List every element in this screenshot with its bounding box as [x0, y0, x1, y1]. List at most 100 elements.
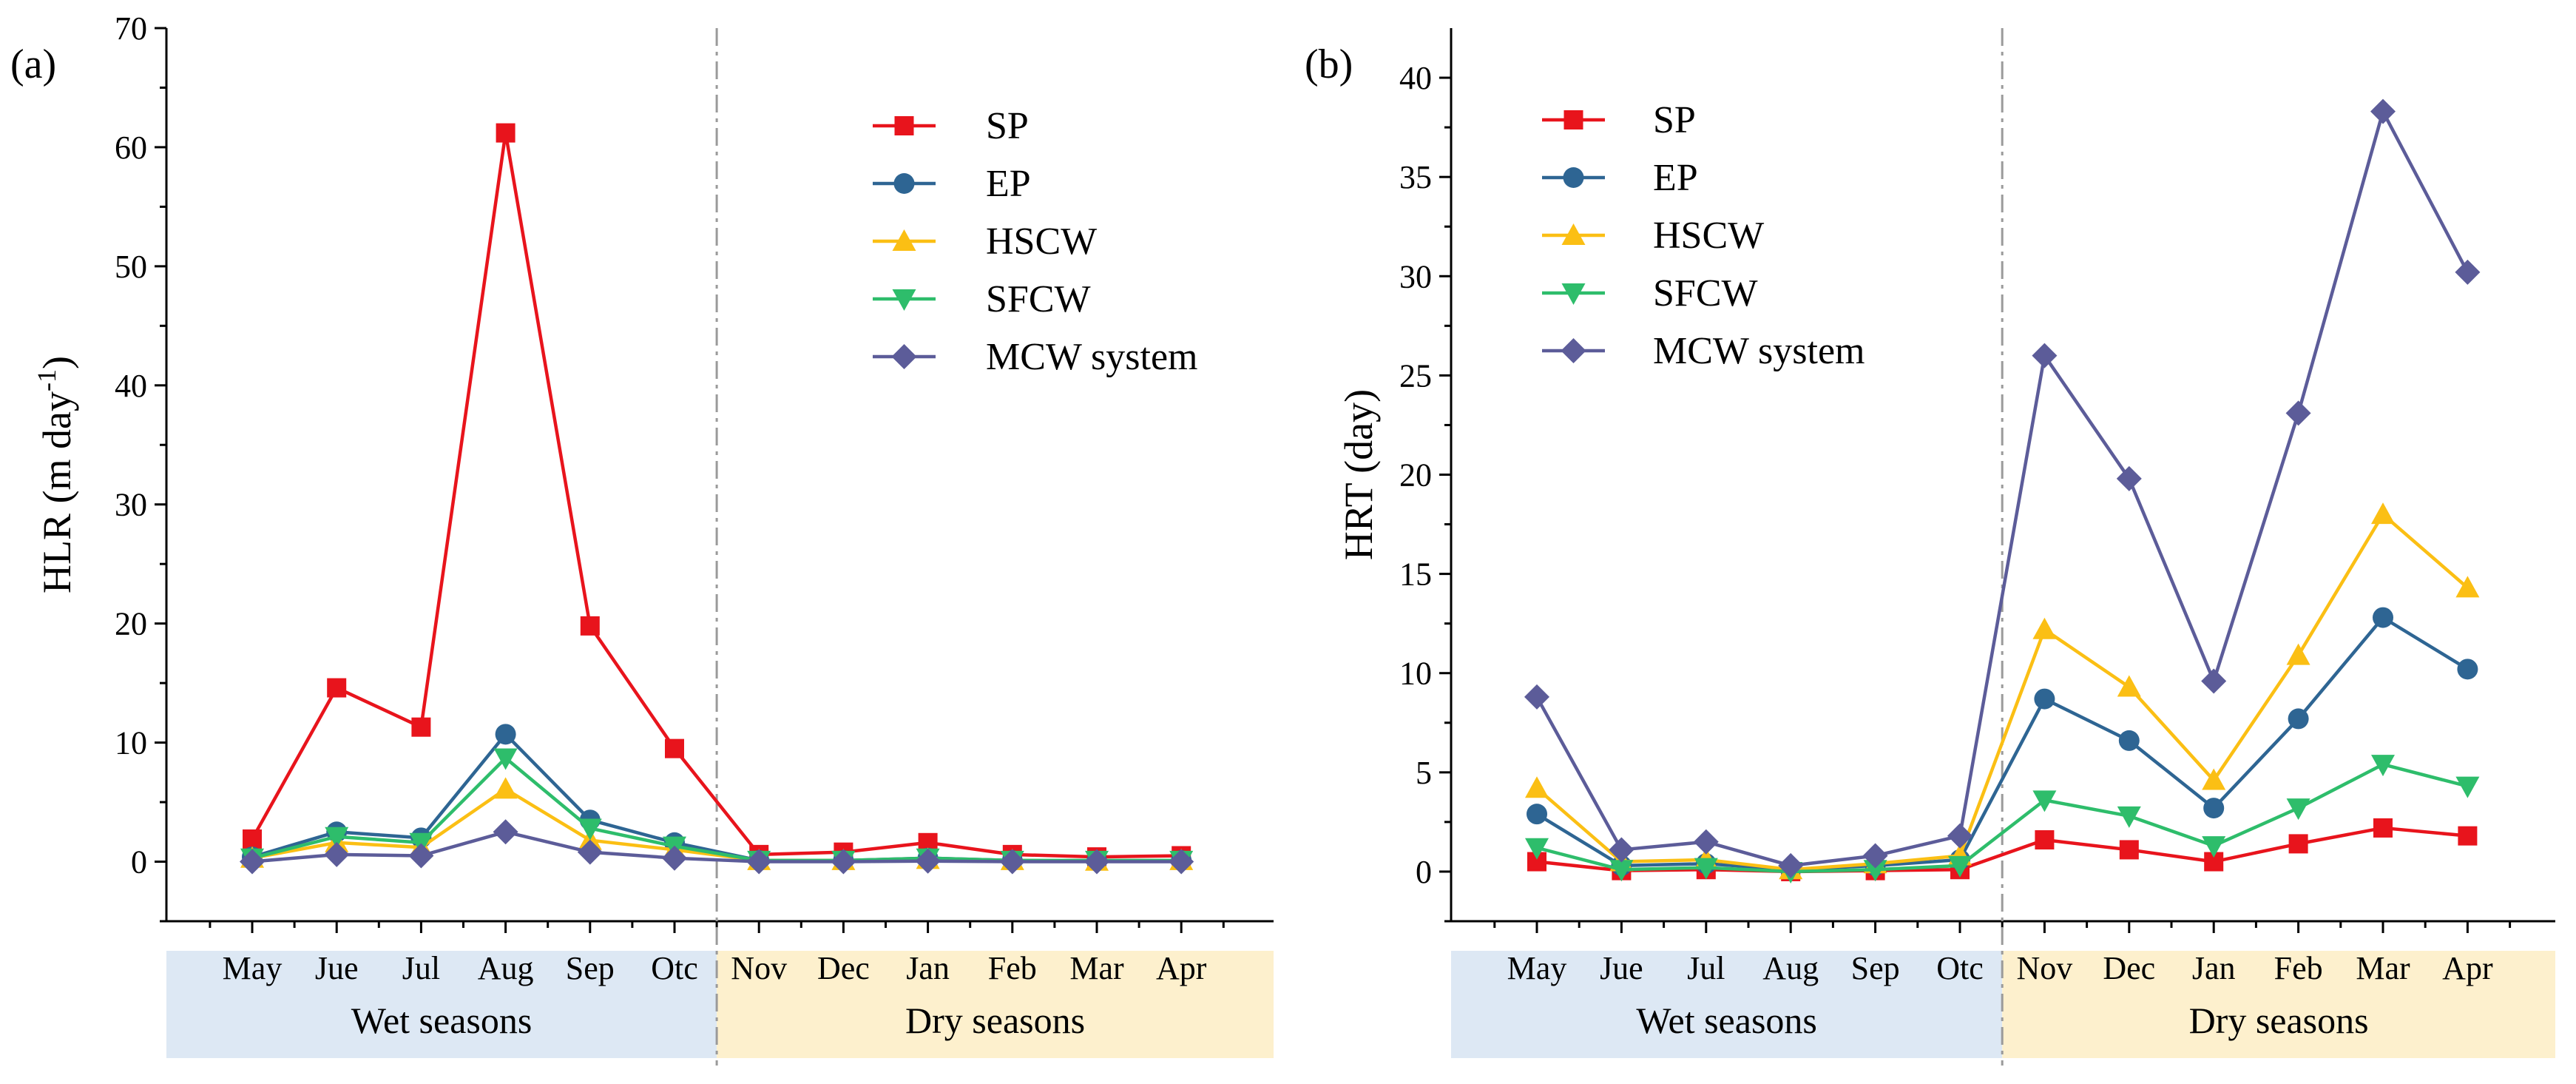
x-tick-label-sep: Sep	[1851, 950, 1900, 986]
season-label: Dry seasons	[2189, 1000, 2369, 1041]
data-point	[2373, 818, 2393, 838]
data-point	[2371, 502, 2395, 525]
data-point	[2455, 776, 2480, 798]
x-tick-label-feb: Feb	[2274, 950, 2323, 986]
x-tick-label-dec: Dec	[2103, 950, 2155, 986]
data-point	[2285, 400, 2311, 426]
legend-marker	[892, 229, 916, 251]
legend-item-ep: EP	[1542, 157, 1698, 199]
x-tick-label-otc: Otc	[651, 950, 698, 986]
data-point	[2201, 668, 2227, 694]
data-point	[2035, 830, 2055, 850]
legend-marker	[1563, 167, 1584, 188]
data-point	[2119, 840, 2139, 860]
x-tick-label-otc: Otc	[1936, 950, 1984, 986]
data-point	[2032, 343, 2058, 368]
legend-item-sp: SP	[873, 105, 1029, 147]
data-point	[2457, 659, 2478, 680]
y-axis-title-main: HRT (day)	[1336, 389, 1381, 560]
legend-item-mcw-system: MCW system	[1542, 330, 1865, 372]
y-axis-title-main: HLR (m day	[35, 391, 79, 593]
season-band-dry	[2002, 951, 2555, 1058]
y-tick-label: 0	[1416, 854, 1432, 890]
x-tick-label-apr: Apr	[1156, 950, 1207, 986]
data-point	[1948, 855, 1972, 878]
y-tick-label: 5	[1416, 755, 1432, 791]
data-point	[2202, 836, 2226, 858]
legend-item-sfcw: SFCW	[873, 278, 1091, 320]
series-mcw-system	[240, 819, 1194, 875]
x-tick-label-nov: Nov	[731, 950, 787, 986]
panel-label: (a)	[10, 41, 56, 87]
x-tick-label-mar: Mar	[1069, 950, 1124, 986]
legend-marker	[894, 116, 914, 135]
data-point	[580, 616, 600, 636]
y-tick-label: 40	[1399, 60, 1432, 96]
data-point	[2034, 688, 2055, 710]
data-point	[2458, 826, 2478, 846]
season-label: Dry seasons	[905, 1000, 1085, 1041]
data-point	[578, 818, 602, 841]
data-point	[1527, 804, 1547, 825]
data-point	[2286, 643, 2310, 665]
y-tick-label: 0	[131, 844, 147, 881]
x-tick-label-jue: Jue	[1600, 950, 1643, 986]
data-point	[831, 849, 856, 875]
legend: SP EP HSCW SFCW MCW system	[1542, 99, 1865, 372]
data-point	[665, 738, 684, 758]
data-point	[327, 678, 347, 698]
y-tick-label: 35	[1399, 159, 1432, 195]
data-point	[1863, 860, 1887, 882]
legend-label: SFCW	[1653, 272, 1758, 314]
legend-marker	[1561, 338, 1586, 363]
x-tick-label-apr: Apr	[2442, 950, 2493, 986]
data-point	[2118, 730, 2140, 751]
data-point	[2288, 834, 2308, 854]
series-line	[1535, 110, 2469, 868]
data-point	[1778, 852, 1804, 878]
x-tick-label-sep: Sep	[566, 950, 615, 986]
y-axis-title: HLR (m day-1)	[32, 356, 79, 593]
data-point	[2370, 98, 2396, 124]
x-tick-label-jul: Jul	[1687, 950, 1725, 986]
data-point	[408, 843, 434, 869]
legend-marker	[1563, 110, 1583, 129]
season-band-wet	[1451, 951, 2003, 1058]
data-point	[746, 849, 772, 875]
data-point	[1525, 776, 1549, 798]
legend-label: EP	[986, 163, 1031, 205]
x-tick-label-jan: Jan	[906, 950, 950, 986]
panel-label: (b)	[1305, 41, 1353, 87]
x-tick-label-mar: Mar	[2356, 950, 2410, 986]
legend-item-ep: EP	[873, 163, 1031, 205]
data-point	[1169, 849, 1194, 875]
legend-marker	[893, 173, 915, 194]
x-tick-label-aug: Aug	[1762, 950, 1819, 986]
data-point	[2455, 259, 2481, 285]
data-point	[2373, 607, 2393, 628]
data-point	[1524, 684, 1549, 710]
data-point	[1947, 823, 1972, 849]
y-tick-label: 15	[1399, 556, 1432, 593]
series-line	[251, 830, 1182, 864]
data-point	[324, 841, 350, 867]
legend-label: MCW system	[986, 336, 1198, 378]
data-point	[240, 849, 265, 875]
series-hscw	[1525, 502, 2480, 880]
season-label: Wet seasons	[1636, 1000, 1817, 1041]
x-tick-label-may: May	[1507, 950, 1567, 986]
y-tick-label: 25	[1399, 357, 1432, 394]
data-point	[495, 724, 516, 745]
data-point	[1693, 829, 1719, 855]
panel-a-hlr-chart: Wet seasons Dry seasons 0 10 20 30 40 50 60 70 May…	[10, 10, 1274, 1066]
x-tick-label-may: May	[223, 950, 283, 986]
data-point	[493, 819, 518, 845]
x-tick-label-nov: Nov	[2017, 950, 2073, 986]
data-point	[2203, 798, 2225, 819]
y-tick-label: 40	[115, 368, 147, 404]
data-point	[662, 845, 687, 871]
x-tick-label-aug: Aug	[478, 950, 534, 986]
data-point	[2286, 798, 2310, 821]
panel-b-hrt-chart: Wet seasons Dry seasons 0 5 10 15 20 25 30 35 40 Ma…	[1305, 28, 2555, 1066]
data-point	[411, 717, 431, 737]
